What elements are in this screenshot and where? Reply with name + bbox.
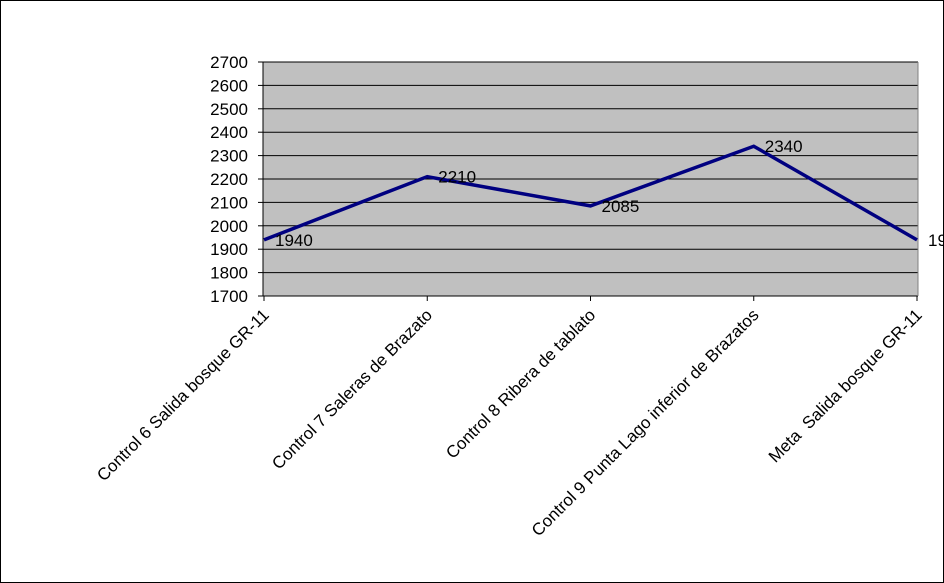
data-label: 2210	[438, 168, 476, 187]
y-tick-label: 2000	[210, 217, 248, 236]
y-tick-label: 1800	[210, 264, 248, 283]
y-tick-label: 2700	[210, 53, 248, 72]
data-label: 2340	[765, 137, 803, 156]
data-label: 2085	[602, 197, 640, 216]
data-label: 1940	[928, 231, 944, 250]
data-line	[263, 144, 918, 242]
y-tick-label: 2500	[210, 100, 248, 119]
data-label: 1940	[275, 231, 313, 250]
y-tick-label: 2600	[210, 76, 248, 95]
y-tick-label: 2400	[210, 123, 248, 142]
y-tick-label: 2300	[210, 147, 248, 166]
y-tick-label: 2200	[210, 170, 248, 189]
y-tick-label: 2100	[210, 193, 248, 212]
y-tick-label: 1700	[210, 287, 248, 306]
y-tick-label: 1900	[210, 240, 248, 259]
